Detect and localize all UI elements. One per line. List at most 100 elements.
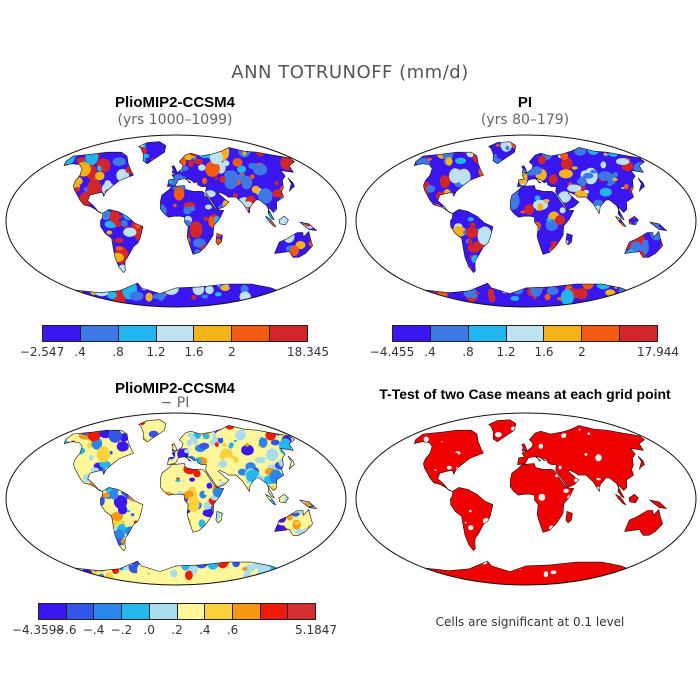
coastline-samerica [100, 209, 144, 274]
panel3-colorbar-bar [38, 603, 316, 620]
panel1-map [5, 134, 347, 308]
coastline-indonesia2 [628, 215, 639, 226]
map-land-group [413, 141, 668, 307]
panel1-colorbar-label: 1.2 [146, 345, 166, 359]
panel3-colorbar-swatch [232, 604, 261, 619]
panel2-title: PI [517, 94, 533, 111]
panel3-colorbar-swatch [177, 604, 206, 619]
panel2-colorbar-swatch [582, 326, 621, 341]
coastline-australia [624, 508, 663, 536]
map-border [5, 412, 347, 586]
panel3-colorbar-swatch [66, 604, 95, 619]
panel1-colorbar-bar [42, 325, 308, 342]
coastline-newguinea [649, 499, 668, 510]
panel1-colorbar-swatch [194, 326, 233, 341]
panel2-colorbar-swatch [620, 326, 658, 341]
coastline-samerica [100, 487, 144, 552]
panel3-colorbar: −4.3598 −.6 −.4 −.2 .0 .2 .4 .6 5.1847 [12, 603, 337, 637]
coastline-madagascar [565, 232, 573, 246]
coastline-newguinea [299, 221, 318, 232]
panel2-subtitle: (yrs 80–179) [480, 112, 570, 128]
panel2-colorbar-label: .8 [462, 345, 474, 359]
coastline-europeasia [517, 425, 645, 499]
coastline-japan [287, 177, 295, 192]
coastline-indonesia1 [265, 493, 277, 506]
coastline-indonesia1 [615, 215, 627, 228]
coastline-namerica [63, 151, 134, 214]
panel2-colorbar-swatch [506, 326, 545, 341]
panel1-colorbar-swatch [232, 326, 271, 341]
panel2-colorbar-label: 2 [578, 345, 586, 359]
panel1-colorbar-label: 1.6 [184, 345, 204, 359]
panel2-colorbar-label: .4 [424, 345, 436, 359]
panel3-colorbar-swatch [122, 604, 150, 619]
coastline-africa [509, 463, 575, 533]
panel2-colorbar-label: −4.455 [369, 345, 415, 359]
panel3-colorbar-label: −.2 [110, 623, 133, 637]
coastline-greenland [138, 141, 167, 165]
panel1-title: PlioMIP2-CCSM4 [114, 94, 235, 111]
panel3-colorbar-label: .4 [199, 623, 211, 637]
panel1-colorbar-swatch [80, 326, 119, 341]
coastline-madagascar [215, 510, 223, 524]
significance-note: Cells are significant at 0.1 level [435, 615, 625, 629]
coastline-indonesia2 [278, 493, 289, 504]
panel1-subtitle: (yrs 1000–1099) [117, 112, 233, 128]
coastline-japan [637, 455, 645, 470]
panel3-colorbar-label: 5.1847 [295, 623, 337, 637]
panel3-colorbar-label: .0 [143, 623, 155, 637]
panel2-colorbar-swatch [430, 326, 469, 341]
coastline-europeasia [517, 147, 645, 221]
coastline-greenland [138, 419, 167, 443]
coastline-newguinea [649, 221, 668, 232]
panel4-map [355, 412, 697, 586]
coastline-australia [274, 230, 313, 258]
panel2-colorbar-label: 1.6 [534, 345, 554, 359]
panel2-colorbar-label: 1.2 [496, 345, 516, 359]
coastline-newguinea [299, 499, 318, 510]
coastline-uk [171, 443, 178, 452]
panel1-colorbar-label: 2 [228, 345, 236, 359]
panel3-colorbar-swatch [260, 604, 289, 619]
panel1-colorbar-label: 18.345 [287, 345, 329, 359]
panel2-colorbar-swatch [393, 326, 431, 341]
coastline-madagascar [215, 232, 223, 246]
coastline-africa [159, 463, 225, 533]
map-border [355, 134, 697, 308]
panel2-colorbar-swatch [468, 326, 507, 341]
panel3-colorbar-label: −.6 [55, 623, 77, 637]
map-land-group [63, 141, 318, 307]
coastline-indonesia2 [628, 493, 639, 504]
panel2-colorbar-swatch [544, 326, 583, 341]
coastline-europeasia [167, 147, 295, 221]
map-land-group [63, 419, 318, 585]
panel2-map [355, 134, 697, 308]
panel3-colorbar-swatch [149, 604, 178, 619]
coastline-samerica [450, 209, 494, 274]
panel3-colorbar-swatch [94, 604, 123, 619]
panel3-title: PlioMIP2-CCSM4 [114, 380, 235, 397]
map-border [355, 412, 697, 586]
coastline-africa [159, 185, 225, 255]
coastline-africa [509, 185, 575, 255]
coastline-japan [287, 455, 295, 470]
coastline-uk [171, 165, 178, 174]
panel3-colorbar-label: −.4 [82, 623, 105, 637]
map-land-group [413, 419, 668, 585]
panel1-colorbar-label: .4 [74, 345, 86, 359]
coastline-namerica [63, 429, 134, 492]
panel3-colorbar-swatch [205, 604, 233, 619]
coastline-indonesia1 [615, 493, 627, 506]
figure-title: ANN TOTRUNOFF (mm/d) [231, 62, 469, 83]
panel1-colorbar: −2.547 .4 .8 1.2 1.6 2 18.345 [20, 325, 329, 359]
panel2-colorbar-bar [392, 325, 658, 342]
coastline-europeasia [167, 425, 295, 499]
panel1-colorbar-swatch [118, 326, 157, 341]
panel4-title: T-Test of two Case means at each grid po… [379, 386, 671, 402]
panel1-colorbar-swatch [156, 326, 195, 341]
panel3-subtitle: − PI [160, 395, 190, 411]
panel3-colorbar-label: −4.3598 [11, 623, 65, 637]
panel1-colorbar-label: −2.547 [19, 345, 65, 359]
coastline-namerica [413, 429, 484, 492]
coastline-madagascar [565, 510, 573, 524]
